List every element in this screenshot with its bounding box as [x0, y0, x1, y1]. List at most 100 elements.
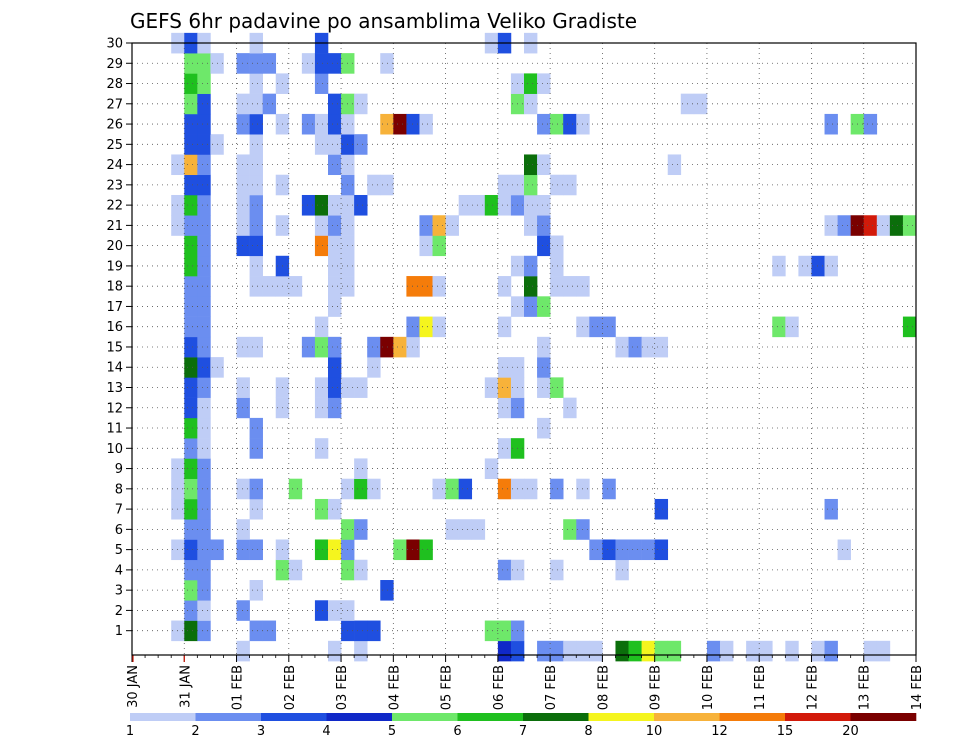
heat-cell	[314, 600, 329, 621]
heat-cell	[419, 539, 433, 561]
heat-cell	[328, 215, 342, 236]
heat-cell	[367, 174, 381, 196]
heat-cell	[497, 357, 512, 378]
heat-cell	[497, 438, 512, 459]
heat-cell	[419, 276, 433, 297]
heat-cell	[759, 640, 773, 662]
heat-cell	[184, 519, 198, 540]
heat-cell	[497, 174, 512, 196]
heat-cell	[432, 316, 446, 338]
heat-cell	[524, 296, 538, 317]
heat-cell	[693, 93, 708, 115]
x-tick-label: 02 FEB	[283, 665, 298, 710]
heat-cell	[249, 235, 263, 257]
heat-cell	[249, 336, 263, 358]
heat-cell	[602, 478, 616, 500]
y-tick-label: 4	[115, 563, 123, 578]
legend-label: 20	[842, 724, 859, 739]
heat-cell	[328, 134, 342, 155]
x-tick-label: 10 FEB	[701, 665, 716, 710]
heat-cell	[811, 255, 825, 277]
y-tick-label: 7	[115, 503, 123, 518]
heat-cell	[824, 255, 838, 277]
heat-cell	[236, 53, 250, 74]
heat-cell	[641, 539, 655, 561]
heat-cell	[301, 113, 316, 135]
heat-cell	[563, 519, 577, 540]
heat-cell	[628, 336, 642, 358]
heat-cell	[197, 620, 211, 642]
heat-cell	[314, 134, 329, 155]
heat-cell	[314, 215, 329, 236]
heat-cell	[197, 478, 211, 500]
heat-cell	[354, 458, 368, 479]
heat-cell	[184, 417, 198, 439]
heat-cell	[314, 53, 329, 74]
heat-cell	[550, 174, 564, 196]
legend-swatch	[195, 713, 262, 721]
legend-swatch	[523, 713, 589, 721]
heat-cell	[432, 235, 446, 257]
heat-cell	[458, 194, 473, 216]
heat-cell	[197, 336, 211, 358]
heat-cell	[249, 93, 263, 115]
heat-cell	[314, 498, 329, 520]
heat-cell	[328, 235, 342, 257]
heat-cell	[197, 539, 211, 561]
x-tick-label: 31 JAN	[178, 665, 193, 708]
y-tick-label: 11	[106, 422, 123, 437]
heat-cell	[301, 336, 316, 358]
heat-cell	[380, 580, 394, 601]
heat-cell	[393, 539, 407, 561]
heat-cell	[197, 600, 211, 621]
heat-cell	[249, 580, 263, 601]
heat-cell	[328, 357, 342, 378]
heat-cell	[497, 620, 512, 642]
x-axis: 30 JAN 31 JAN 01 FEB 02 FEB 03 FEB 04 FEB 05 F…	[126, 655, 925, 710]
heat-cell	[197, 174, 211, 196]
heat-cell	[249, 73, 263, 94]
heat-cell	[184, 276, 198, 297]
heat-cell	[184, 316, 198, 338]
heat-cell	[380, 113, 394, 135]
heat-cell	[367, 620, 381, 642]
heat-cell	[524, 194, 538, 216]
y-tick-label: 15	[106, 340, 123, 355]
heat-cell	[497, 397, 512, 419]
heat-cell	[184, 580, 198, 601]
heat-cell	[236, 215, 250, 236]
heat-cell	[184, 53, 198, 74]
heat-cell	[314, 377, 329, 398]
legend-swatch	[850, 713, 917, 721]
heat-cell	[589, 316, 603, 338]
heat-cell	[236, 600, 250, 621]
y-tick-label: 2	[115, 604, 123, 619]
heat-cell	[197, 417, 211, 439]
x-tick-label: 14 FEB	[910, 665, 925, 710]
x-tick-label: 09 FEB	[649, 665, 664, 710]
heat-cell	[354, 93, 368, 115]
heat-cell	[328, 377, 342, 398]
heat-cell	[641, 640, 655, 662]
y-tick-label: 22	[106, 199, 123, 214]
y-tick-label: 12	[106, 401, 123, 416]
heat-cell	[249, 174, 263, 196]
x-tick-label: 08 FEB	[596, 665, 611, 710]
heat-cell	[863, 640, 878, 662]
heat-cell	[524, 478, 538, 500]
heat-cell	[184, 458, 198, 479]
heat-cell	[524, 154, 538, 176]
heat-cell	[628, 640, 642, 662]
heat-cell	[354, 377, 368, 398]
heat-cell	[314, 336, 329, 358]
heat-cell	[484, 377, 499, 398]
heat-cell	[432, 478, 446, 500]
heat-cell	[314, 539, 329, 561]
heat-cell	[314, 397, 329, 419]
heat-cell	[184, 377, 198, 398]
legend-swatch	[130, 713, 196, 721]
heat-cell	[197, 154, 211, 176]
heat-cell	[197, 93, 211, 115]
heat-cell	[863, 215, 878, 236]
heat-cell	[497, 377, 512, 398]
